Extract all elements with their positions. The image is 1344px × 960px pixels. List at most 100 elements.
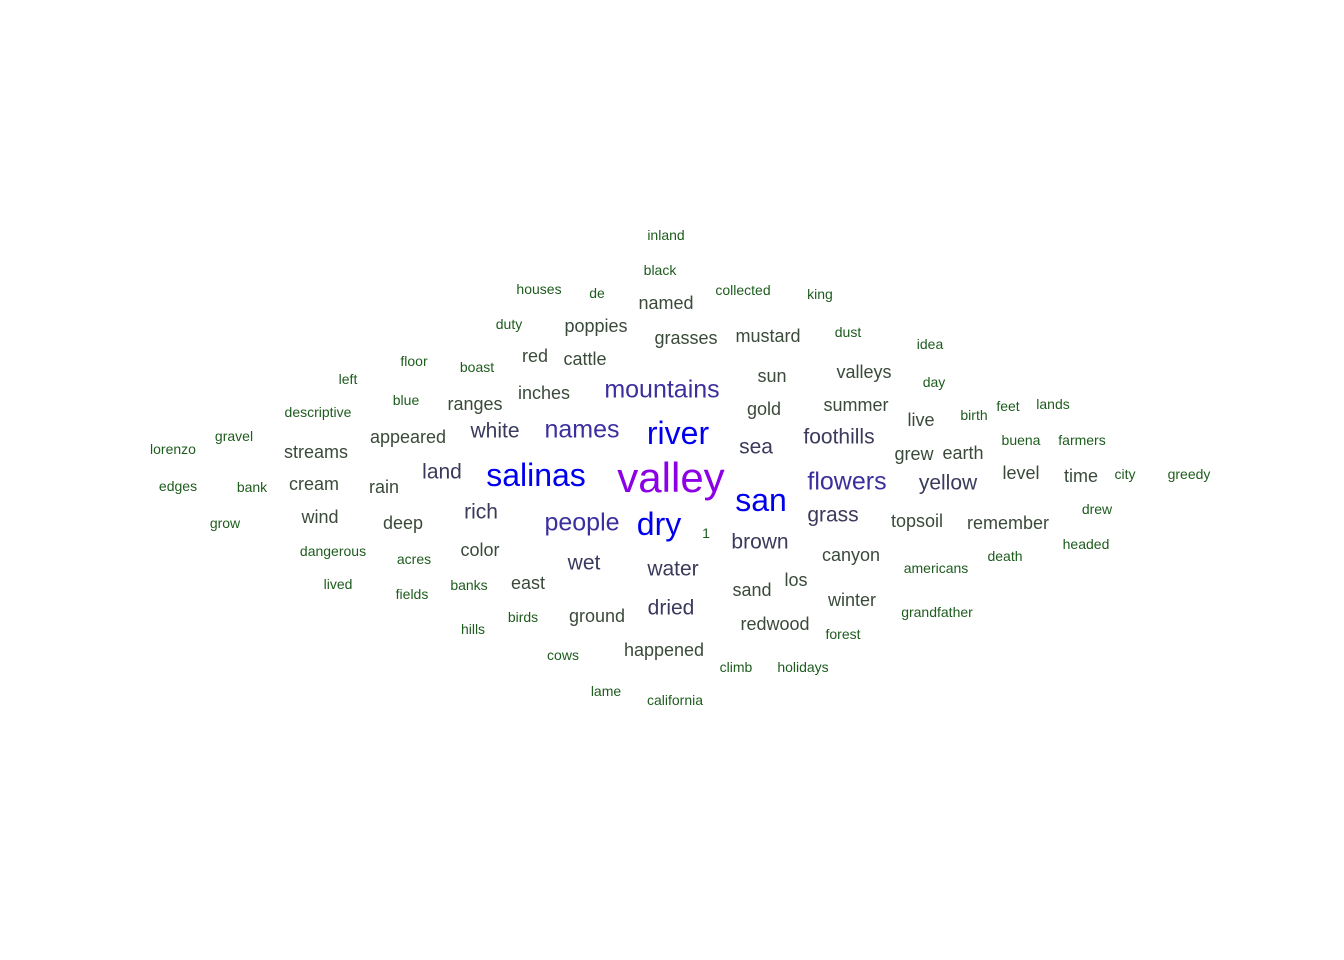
word-ranges: ranges bbox=[447, 394, 503, 414]
word-left: left bbox=[338, 371, 358, 387]
word-cream: cream bbox=[288, 474, 340, 494]
word-grandfather: grandfather bbox=[901, 604, 973, 620]
word-dried: dried bbox=[647, 596, 695, 620]
word-floor: floor bbox=[400, 353, 428, 369]
word-descriptive: descriptive bbox=[284, 404, 352, 420]
word-buena: buena bbox=[1001, 432, 1041, 448]
word-grew: grew bbox=[894, 444, 934, 464]
word-cows: cows bbox=[547, 647, 579, 663]
word-flowers: flowers bbox=[807, 467, 887, 496]
word-poppies: poppies bbox=[564, 316, 628, 336]
word-sun: sun bbox=[757, 366, 787, 386]
word-rich: rich bbox=[464, 500, 498, 524]
word-birds: birds bbox=[507, 609, 539, 625]
word-dangerous: dangerous bbox=[299, 543, 367, 559]
word-lands: lands bbox=[1036, 396, 1070, 412]
word-yellow: yellow bbox=[918, 471, 978, 495]
word-land: land bbox=[422, 460, 462, 484]
word-streams: streams bbox=[283, 442, 349, 462]
word-level: level bbox=[1002, 463, 1040, 483]
word-sand: sand bbox=[732, 580, 772, 600]
word-white: white bbox=[470, 419, 520, 443]
word-forest: forest bbox=[825, 626, 861, 642]
word-water: water bbox=[647, 557, 699, 581]
word-valleys: valleys bbox=[836, 362, 892, 382]
word-brown: brown bbox=[731, 530, 789, 554]
word-winter: winter bbox=[827, 590, 877, 610]
word-canyon: canyon bbox=[821, 545, 881, 565]
word-dust: dust bbox=[834, 324, 862, 340]
word-ground: ground bbox=[568, 606, 626, 626]
word-wet: wet bbox=[567, 551, 601, 575]
word-king: king bbox=[807, 286, 833, 302]
word-day: day bbox=[922, 374, 946, 390]
word-deep: deep bbox=[382, 513, 424, 533]
word-holidays: holidays bbox=[777, 659, 829, 675]
word-gold: gold bbox=[746, 399, 782, 419]
word-collected: collected bbox=[715, 282, 771, 298]
word-red: red bbox=[521, 346, 549, 366]
word-idea: idea bbox=[916, 336, 944, 352]
word-names: names bbox=[544, 415, 620, 444]
word-lorenzo: lorenzo bbox=[150, 441, 196, 457]
word-sea: sea bbox=[739, 435, 773, 459]
word-named: named bbox=[638, 293, 694, 313]
word-banks: banks bbox=[450, 577, 488, 593]
word-black: black bbox=[643, 262, 677, 278]
word-foothills: foothills bbox=[803, 425, 875, 449]
word-inches: inches bbox=[517, 383, 571, 403]
word-river: river bbox=[646, 415, 710, 451]
word-people: people bbox=[544, 508, 620, 537]
word-fields: fields bbox=[395, 586, 429, 602]
word-feet: feet bbox=[996, 398, 1020, 414]
word-headed: headed bbox=[1062, 536, 1110, 552]
word-hills: hills bbox=[460, 621, 486, 637]
word-city: city bbox=[1114, 466, 1136, 482]
word-gravel: gravel bbox=[214, 428, 254, 444]
word-earth: earth bbox=[942, 443, 984, 463]
word-1: 1 bbox=[702, 525, 710, 541]
word-valley: valley bbox=[617, 454, 725, 501]
word-climb: climb bbox=[719, 659, 753, 675]
word-color: color bbox=[460, 540, 500, 560]
word-happened: happened bbox=[623, 640, 705, 660]
word-topsoil: topsoil bbox=[890, 511, 944, 531]
word-dry: dry bbox=[636, 506, 682, 542]
word-de: de bbox=[589, 285, 605, 301]
word-appeared: appeared bbox=[369, 427, 447, 447]
word-blue: blue bbox=[392, 392, 420, 408]
word-salinas: salinas bbox=[486, 457, 586, 493]
word-grow: grow bbox=[209, 515, 241, 531]
word-drew: drew bbox=[1081, 501, 1113, 517]
word-east: east bbox=[510, 573, 546, 593]
word-san: san bbox=[735, 482, 787, 518]
word-remember: remember bbox=[966, 513, 1050, 533]
word-grasses: grasses bbox=[654, 328, 718, 348]
word-acres: acres bbox=[396, 551, 432, 567]
word-wind: wind bbox=[301, 507, 339, 527]
word-time: time bbox=[1063, 466, 1099, 486]
word-live: live bbox=[907, 410, 935, 430]
word-california: california bbox=[646, 692, 704, 708]
word-inland: inland bbox=[647, 227, 685, 243]
word-americans: americans bbox=[903, 560, 969, 576]
word-farmers: farmers bbox=[1058, 432, 1106, 448]
word-boast: boast bbox=[459, 359, 495, 375]
word-duty: duty bbox=[495, 316, 523, 332]
word-grass: grass bbox=[807, 503, 859, 527]
word-birth: birth bbox=[960, 407, 988, 423]
word-los: los bbox=[784, 570, 808, 590]
word-redwood: redwood bbox=[740, 614, 810, 634]
word-edges: edges bbox=[158, 478, 198, 494]
word-houses: houses bbox=[516, 281, 562, 297]
word-lived: lived bbox=[323, 576, 353, 592]
word-mustard: mustard bbox=[735, 326, 801, 346]
word-greedy: greedy bbox=[1167, 466, 1211, 482]
word-summer: summer bbox=[823, 395, 889, 415]
word-death: death bbox=[987, 548, 1023, 564]
word-cattle: cattle bbox=[563, 349, 607, 369]
word-mountains: mountains bbox=[604, 375, 720, 404]
word-bank: bank bbox=[236, 479, 268, 495]
word-lame: lame bbox=[590, 683, 622, 699]
